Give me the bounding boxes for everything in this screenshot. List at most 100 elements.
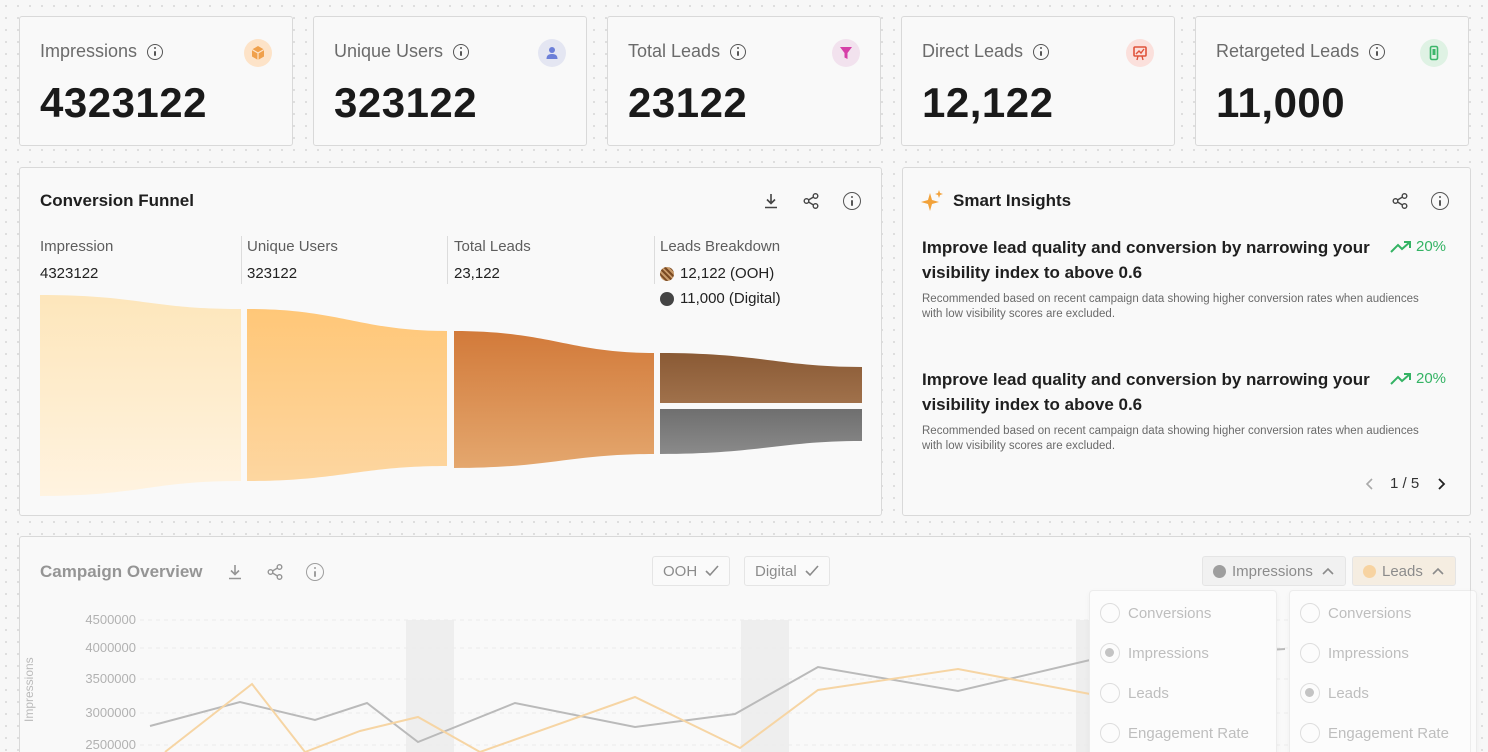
filter-label: OOH bbox=[663, 562, 698, 580]
kpi-card-unique-users: Unique Users 323122 bbox=[313, 16, 587, 146]
kpi-label: Direct Leads bbox=[922, 41, 1024, 61]
option-label: Engagement Rate bbox=[1328, 724, 1449, 742]
checkmark-icon bbox=[705, 565, 719, 577]
stage-label: Impression bbox=[40, 238, 114, 255]
stage-value: 4323122 bbox=[40, 265, 99, 282]
info-icon[interactable] bbox=[730, 43, 747, 60]
dot-icon bbox=[1213, 564, 1226, 578]
funnel-title: Conversion Funnel bbox=[40, 191, 194, 210]
funnel-stage-unique-users: Unique Users 323122 bbox=[247, 238, 338, 282]
series-impressions-line bbox=[149, 648, 1286, 744]
chevron-up-icon bbox=[1322, 567, 1334, 575]
info-icon[interactable] bbox=[1369, 43, 1386, 60]
option-conversions[interactable]: Conversions bbox=[1300, 603, 1411, 623]
info-icon[interactable] bbox=[304, 561, 326, 583]
filter-digital[interactable]: Digital bbox=[744, 556, 830, 586]
radio-button[interactable] bbox=[1100, 643, 1120, 663]
info-icon[interactable] bbox=[1033, 43, 1050, 60]
stage-value: 323122 bbox=[247, 265, 298, 282]
stage-value: 23,122 bbox=[454, 265, 500, 282]
insight-trend: 20% bbox=[1390, 370, 1446, 387]
info-icon[interactable] bbox=[1429, 190, 1451, 212]
selector-label: Impressions bbox=[1232, 562, 1313, 580]
kpi-label: Unique Users bbox=[334, 41, 444, 61]
smart-insights-panel bbox=[902, 167, 1471, 516]
option-label: Impressions bbox=[1328, 644, 1409, 662]
filter-ooh[interactable]: OOH bbox=[652, 556, 731, 586]
download-icon[interactable] bbox=[760, 190, 782, 212]
trend-up-icon bbox=[1390, 372, 1411, 385]
pagination-label: 1 / 5 bbox=[1390, 475, 1420, 492]
checkmark-icon bbox=[805, 565, 819, 577]
funnel-segment-impression bbox=[40, 295, 241, 496]
stage-label: Total Leads bbox=[454, 238, 531, 255]
y-axis-label: Impressions bbox=[22, 657, 36, 722]
insight-description: Recommended based on recent campaign dat… bbox=[922, 293, 1419, 320]
share-icon[interactable] bbox=[800, 190, 822, 212]
funnel-segment-total-leads bbox=[454, 331, 654, 468]
option-label: Leads bbox=[1328, 684, 1369, 702]
option-label: Leads bbox=[1128, 684, 1169, 702]
y-tick: 4500000 bbox=[85, 612, 136, 627]
info-icon[interactable] bbox=[147, 43, 164, 60]
option-leads[interactable]: Leads bbox=[1300, 683, 1369, 703]
radio-button[interactable] bbox=[1300, 723, 1320, 743]
funnel-segment-unique-users bbox=[247, 309, 447, 481]
kpi-label: Retargeted Leads bbox=[1216, 41, 1360, 61]
kpi-value: 11,000 bbox=[1216, 79, 1346, 126]
funnel-stage-leads-breakdown: Leads Breakdown 12,122 (OOH) 11,000 (Dig… bbox=[660, 238, 781, 307]
y-tick: 3000000 bbox=[85, 705, 136, 720]
billboard-icon bbox=[1126, 39, 1154, 67]
funnel-stage-total-leads: Total Leads 23,122 bbox=[454, 238, 531, 282]
kpi-value: 4323122 bbox=[40, 79, 208, 126]
funnel-stage-impression: Impression 4323122 bbox=[40, 238, 113, 282]
metric-dropdown-2: Conversions Impressions Leads Engagement… bbox=[1289, 590, 1477, 752]
sparkle-icon bbox=[920, 189, 946, 213]
radio-button[interactable] bbox=[1100, 723, 1120, 743]
kpi-card-retargeted-leads: Retargeted Leads 11,000 bbox=[1195, 16, 1469, 146]
y-tick: 3500000 bbox=[85, 671, 136, 686]
highlight-band bbox=[741, 620, 789, 752]
y-tick: 4000000 bbox=[85, 640, 136, 655]
kpi-label: Impressions bbox=[40, 41, 138, 61]
radio-button[interactable] bbox=[1100, 683, 1120, 703]
option-label: Conversions bbox=[1328, 604, 1412, 622]
kpi-card-total-leads: Total Leads 23122 bbox=[607, 16, 881, 146]
option-engagement-rate[interactable]: Engagement Rate bbox=[1100, 723, 1249, 743]
radio-button[interactable] bbox=[1100, 603, 1120, 623]
stage-divider bbox=[241, 236, 242, 284]
series-leads-line bbox=[164, 667, 1091, 752]
user-icon bbox=[538, 39, 566, 67]
share-icon[interactable] bbox=[264, 561, 286, 583]
chevron-right-icon[interactable] bbox=[1430, 473, 1452, 495]
phone-icon bbox=[1420, 39, 1448, 67]
filter-label: Digital bbox=[755, 562, 797, 580]
info-icon[interactable] bbox=[453, 43, 470, 60]
metric-selector-leads[interactable]: Leads bbox=[1352, 556, 1456, 586]
legend-item-ooh: 12,122 (OOH) bbox=[660, 265, 781, 282]
chevron-left-icon[interactable] bbox=[1359, 473, 1381, 495]
radio-button[interactable] bbox=[1300, 603, 1320, 623]
metric-selector-impressions[interactable]: Impressions bbox=[1202, 556, 1346, 586]
funnel-segment-digital bbox=[660, 409, 862, 454]
overview-title: Campaign Overview bbox=[40, 562, 203, 581]
info-icon[interactable] bbox=[841, 190, 863, 212]
option-leads[interactable]: Leads bbox=[1100, 683, 1169, 703]
insights-title: Smart Insights bbox=[953, 191, 1072, 210]
radio-button[interactable] bbox=[1300, 643, 1320, 663]
selector-label: Leads bbox=[1382, 562, 1423, 580]
download-icon[interactable] bbox=[224, 561, 246, 583]
y-tick: 2500000 bbox=[85, 737, 136, 752]
funnel-icon bbox=[832, 39, 860, 67]
stage-divider bbox=[654, 236, 655, 284]
option-conversions[interactable]: Conversions bbox=[1100, 603, 1211, 623]
share-icon[interactable] bbox=[1389, 190, 1411, 212]
insight-title: Improve lead quality and conversion by n… bbox=[922, 370, 1370, 414]
radio-button[interactable] bbox=[1300, 683, 1320, 703]
option-engagement-rate[interactable]: Engagement Rate bbox=[1300, 723, 1449, 743]
box-icon bbox=[244, 39, 272, 67]
kpi-value: 23122 bbox=[628, 79, 748, 126]
option-impressions[interactable]: Impressions bbox=[1300, 643, 1409, 663]
option-impressions[interactable]: Impressions bbox=[1100, 643, 1209, 663]
